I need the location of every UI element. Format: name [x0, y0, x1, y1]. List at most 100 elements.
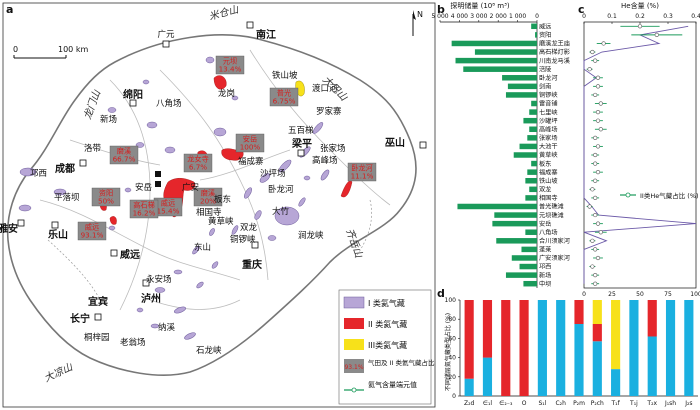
reserves-bar	[529, 126, 537, 133]
reserves-bar	[523, 117, 537, 124]
he-content-point	[593, 92, 598, 98]
ratio-label-name: 普光	[277, 89, 291, 98]
reserves-bar	[463, 66, 537, 72]
he-content-point	[595, 109, 601, 115]
legend-class3: III类氦气藏	[368, 340, 407, 350]
gasfield-label: 广安须家河	[539, 254, 570, 262]
reserves-x-label: 探明储量 (10⁸ m³)	[450, 1, 510, 10]
legend-ratio-sample: 93.1%	[344, 364, 363, 371]
reserves-bar	[457, 203, 537, 210]
reserves-bar	[529, 109, 537, 115]
place-huangcaoxia: 黄草峡	[208, 216, 234, 227]
legend-class2: II 类氦气藏	[368, 319, 407, 329]
reserves-bar	[531, 100, 537, 107]
reserves-bar	[492, 220, 537, 227]
he-content-title: He含量 (%)	[621, 1, 659, 10]
ratio-label-pct: 13.4%	[219, 65, 242, 74]
place-nanjiang: 南江	[256, 28, 276, 41]
scale-zero: 0	[13, 45, 18, 54]
ratio-label-pct: 16.2%	[133, 209, 156, 218]
reserves-bar	[519, 263, 537, 270]
he-content-point	[593, 161, 598, 166]
reservoir-type-chart: d 不同储层氦气藏类型占比 (%) 0 20 40 60 80 100 Z₂d ∈₁l ∈₂₋…	[437, 287, 698, 407]
place-shuangjiang: 双龙	[240, 222, 258, 233]
gasfield-label: 铁山坡	[539, 177, 558, 185]
reserves-bar	[505, 92, 537, 98]
he-content-point	[593, 273, 598, 278]
gasfield-label: 新场	[539, 271, 551, 279]
place-wubaiti: 五百梯	[288, 125, 314, 136]
legend-class1: I 类氦气藏	[368, 298, 405, 308]
he-content-point	[601, 41, 606, 46]
place-chengdu: 成都	[55, 162, 75, 175]
he-tick-label: 0	[582, 13, 586, 20]
he-content-point	[593, 247, 598, 252]
reserves-bar	[525, 229, 537, 235]
he-content-point	[595, 170, 601, 175]
class2-tick-label: 0	[582, 291, 586, 298]
class2-tick-label: 100	[690, 291, 700, 298]
ratio-label-pct: 93.1%	[81, 231, 104, 240]
class2-tick-label: 75	[664, 291, 672, 298]
reserves-bar	[455, 57, 537, 64]
reserves-tick-label: 3 000	[470, 13, 487, 20]
he-content-point	[593, 135, 598, 140]
reserves-bar	[496, 238, 537, 244]
panel-b-label: b	[437, 3, 445, 16]
place-zhangjiachang: 张家场	[320, 143, 346, 154]
reservoir-bar-segment	[519, 300, 529, 396]
class2-tick-label: 50	[636, 291, 644, 298]
scale-100km: 100 km	[58, 45, 88, 54]
place-najiao: 纳溪	[158, 322, 176, 333]
gasfield-label: 普光礁滩	[539, 203, 564, 211]
he-content-point	[598, 230, 603, 235]
reservoir-category: ∈₂₋₃	[499, 400, 513, 407]
gasfield-label: 安岳	[539, 220, 551, 228]
gasfield-label: 高峰场	[539, 125, 558, 133]
ratio-label-pct: 6.75%	[273, 97, 296, 106]
reservoir-bar-segment	[629, 300, 639, 396]
reserves-chart: b 探明储量 (10⁸ m³) 5 000 4 000 3 000 2 000 1 00…	[431, 1, 570, 288]
he-content-point	[595, 255, 601, 261]
reserves-tick-label: 1 000	[509, 13, 526, 20]
class2-tick-label: 25	[608, 291, 616, 298]
gasfield-label: 黄草峡	[539, 151, 558, 159]
reservoir-bar-segment	[482, 357, 493, 396]
mountain-daliangshan: 大凉山	[42, 361, 75, 385]
he-tick-label: 0.1	[607, 13, 617, 20]
reservoir-category: J₁sh	[664, 400, 676, 407]
reservoir-category: ∈₁l	[483, 400, 493, 407]
ratio-label-name: 威远	[85, 223, 99, 232]
reservoir-tick-label: 80	[448, 316, 456, 323]
gasfield-label: 七里峡	[539, 108, 558, 116]
reservoir-bar-segment	[592, 324, 602, 342]
he-content-point	[593, 178, 598, 183]
reservoir-bar-segment	[574, 300, 584, 324]
reservoir-bar-segment	[647, 300, 657, 337]
gasfield-label: 双龙	[539, 186, 551, 194]
he-content-chart: c He含量 (%) 0 0.1 0.2 0.3 0.4 0 25 50 75 100 II类He…	[578, 1, 700, 298]
reservoir-category: C₂h	[555, 400, 566, 407]
gasfield-label: 相国寺	[539, 194, 558, 202]
place-yonganchang: 永安场	[146, 274, 172, 285]
gasfield-label: 八角场	[539, 228, 558, 236]
gasfield-label: 张家场	[539, 134, 558, 142]
he-content-point	[593, 281, 598, 286]
place-wushan: 巫山	[385, 136, 405, 149]
reserves-bar	[505, 272, 537, 278]
mountain-micang: 米仓山	[208, 3, 241, 23]
reserves-bar	[494, 212, 537, 218]
place-wolonghe: 卧龙河	[268, 184, 294, 195]
place-bajiaochang: 八角场	[156, 98, 182, 109]
he-chart-frame	[583, 21, 697, 289]
place-luzhou: 泸州	[141, 292, 161, 305]
he-content-point	[590, 187, 595, 192]
he-content-point	[587, 67, 592, 72]
ratio-label-pct: 100%	[240, 143, 261, 152]
gasfield-label: 雷音铺	[539, 100, 558, 108]
map-legend: I 类氦气藏 II 类氦气藏 III类氦气藏 93.1% 气田及 II 类氦气藏…	[338, 289, 435, 405]
gasfield-label: 蓬莱	[539, 246, 551, 254]
reservoir-category: J₂s	[684, 400, 692, 407]
reserves-bar	[474, 49, 537, 55]
gasfield-label: 涪陵	[539, 65, 551, 73]
